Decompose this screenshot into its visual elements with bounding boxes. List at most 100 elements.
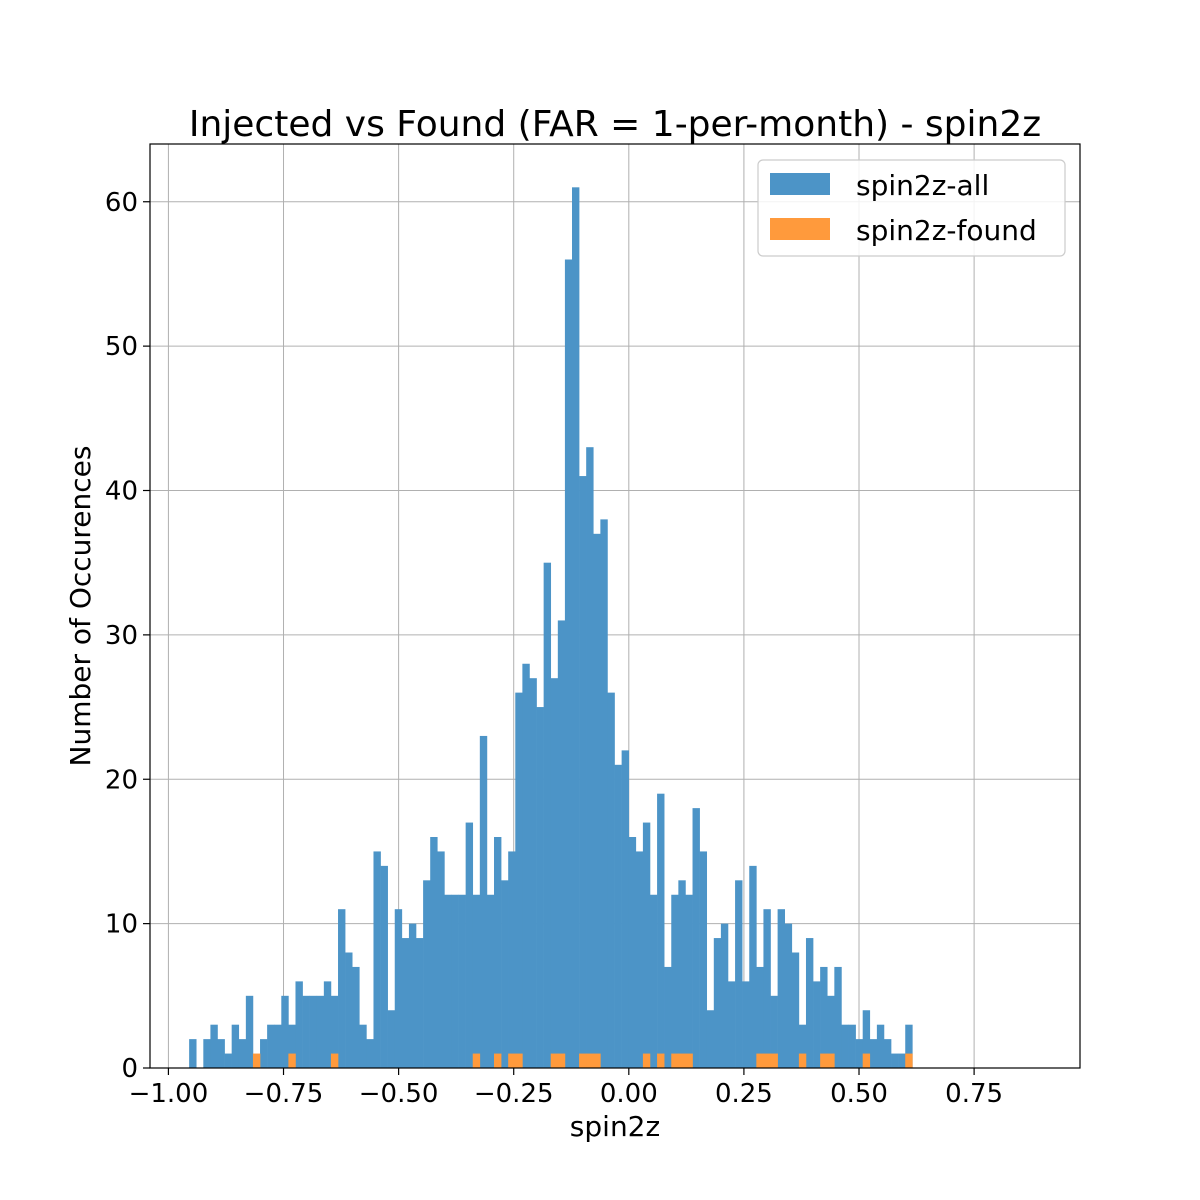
bar-all xyxy=(536,707,544,1068)
bar-all xyxy=(848,1024,856,1068)
bar-found xyxy=(579,1053,587,1068)
bar-all xyxy=(571,187,580,1068)
bar-found xyxy=(515,1053,523,1068)
bar-found xyxy=(330,1053,339,1068)
bar-all xyxy=(791,952,800,1068)
bar-found xyxy=(586,1053,594,1068)
bar-all xyxy=(777,909,786,1068)
bar-all xyxy=(430,837,438,1068)
bar-all xyxy=(330,995,339,1068)
bar-all xyxy=(784,923,793,1068)
y-tick-label: 50 xyxy=(105,332,138,362)
bar-all xyxy=(224,1053,232,1068)
x-tick-label: 0.25 xyxy=(715,1079,773,1109)
bar-found xyxy=(862,1053,871,1068)
bar-all xyxy=(713,938,722,1068)
x-tick-label: −0.75 xyxy=(244,1079,324,1109)
bar-all xyxy=(685,894,693,1068)
bar-found xyxy=(557,1053,566,1068)
x-tick-label: −1.00 xyxy=(129,1079,209,1109)
legend-label-all: spin2z-all xyxy=(856,169,989,202)
y-axis-ticks: 0 10 20 30 40 50 60 xyxy=(105,188,150,1084)
y-tick-label: 30 xyxy=(105,621,138,651)
series-found-bars xyxy=(252,1053,913,1068)
bar-all xyxy=(515,692,523,1068)
bar-all xyxy=(302,995,310,1068)
bar-all xyxy=(649,894,658,1068)
bar-all xyxy=(699,851,708,1068)
bar-all xyxy=(501,880,509,1068)
bar-all xyxy=(820,966,828,1068)
x-axis-label: spin2z xyxy=(570,1110,660,1143)
bar-all xyxy=(876,1024,885,1068)
bar-all xyxy=(805,938,814,1068)
bar-all xyxy=(486,894,495,1068)
bar-found xyxy=(827,1053,835,1068)
y-tick-label: 0 xyxy=(121,1054,138,1084)
x-tick-label: −0.25 xyxy=(474,1079,554,1109)
bar-found xyxy=(593,1053,601,1068)
bar-all xyxy=(444,894,452,1068)
bar-all xyxy=(217,1039,225,1068)
bar-all xyxy=(855,1039,863,1068)
bar-all xyxy=(529,678,537,1068)
plot-area-frame xyxy=(149,143,1081,1069)
bar-all xyxy=(635,851,644,1068)
bar-all xyxy=(231,1024,240,1068)
bar-all xyxy=(401,938,410,1068)
bar-all xyxy=(281,995,289,1068)
bar-found xyxy=(671,1053,679,1068)
legend-label-found: spin2z-found xyxy=(856,214,1037,247)
bar-all xyxy=(593,533,601,1068)
bar-found xyxy=(657,1053,665,1068)
bar-found xyxy=(678,1053,686,1068)
bar-all xyxy=(423,880,431,1068)
bar-found xyxy=(252,1053,261,1068)
bar-all xyxy=(380,865,388,1068)
bar-all xyxy=(494,837,502,1068)
bar-found xyxy=(820,1053,828,1068)
bar-all xyxy=(394,909,403,1068)
x-tick-label: 0.00 xyxy=(600,1079,658,1109)
bar-found xyxy=(756,1053,764,1068)
bar-all xyxy=(671,894,679,1068)
bar-all xyxy=(458,894,466,1068)
bar-all xyxy=(373,851,381,1068)
series-all-bars xyxy=(189,187,913,1068)
bar-all xyxy=(451,894,459,1068)
bar-all xyxy=(288,1024,296,1068)
bar-all xyxy=(607,692,615,1068)
bar-all xyxy=(267,1024,275,1068)
bar-all xyxy=(841,1024,849,1068)
bar-all xyxy=(323,981,332,1068)
bar-all xyxy=(905,1024,913,1068)
bar-all xyxy=(210,1024,218,1068)
bar-all xyxy=(706,1010,715,1068)
legend-swatch-found xyxy=(770,218,830,240)
x-tick-label: −0.50 xyxy=(359,1079,439,1109)
bar-all xyxy=(614,764,622,1068)
bar-all xyxy=(274,1024,282,1068)
bar-all xyxy=(869,1039,878,1068)
bar-all xyxy=(763,909,771,1068)
bar-all xyxy=(309,995,318,1068)
legend-box xyxy=(757,159,1066,257)
bar-all xyxy=(749,865,757,1068)
bar-all xyxy=(883,1039,892,1068)
bar-all xyxy=(720,923,729,1068)
bar-found xyxy=(763,1053,771,1068)
bar-all xyxy=(338,909,346,1068)
bar-found xyxy=(550,1053,559,1068)
bar-found xyxy=(288,1053,296,1068)
bar-all xyxy=(727,981,736,1068)
grid-lines xyxy=(150,144,1080,1069)
y-tick-label: 60 xyxy=(105,188,138,218)
bar-all xyxy=(408,923,417,1068)
legend: spin2z-all spin2z-found xyxy=(757,159,1066,257)
bar-found xyxy=(905,1053,913,1068)
bar-all xyxy=(742,981,750,1068)
y-tick-label: 40 xyxy=(105,477,138,507)
y-tick-label: 10 xyxy=(105,910,138,940)
bar-all xyxy=(827,995,835,1068)
bar-all xyxy=(798,1024,807,1068)
